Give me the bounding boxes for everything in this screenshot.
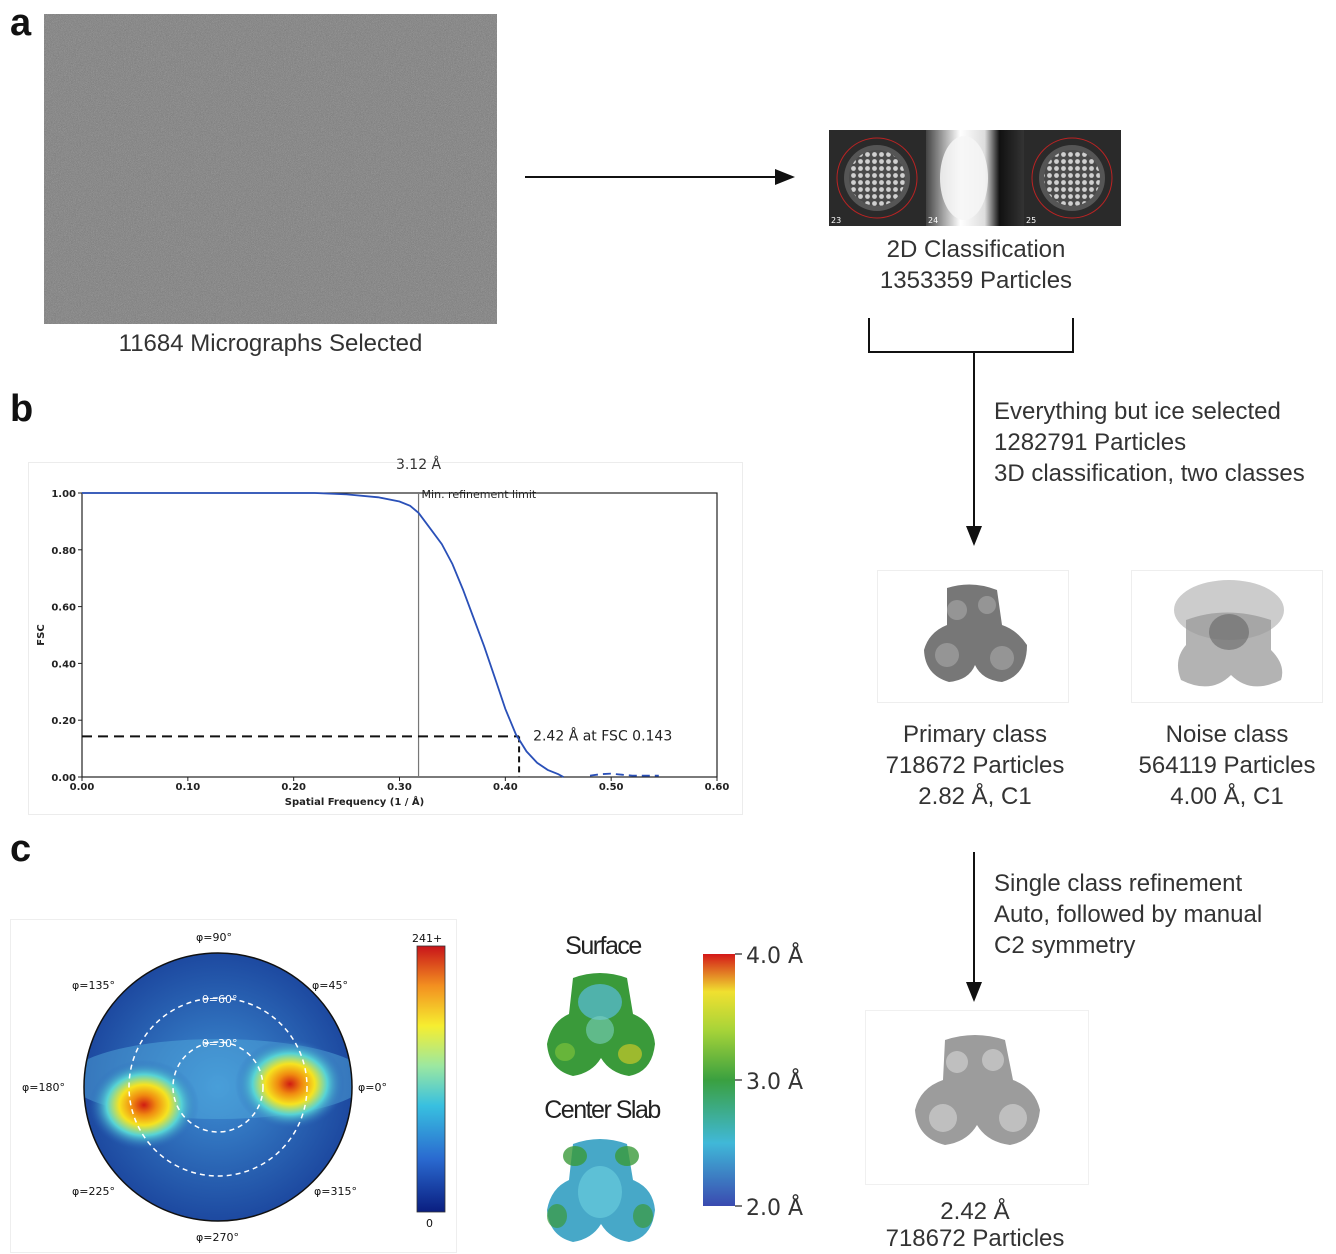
- arrow-right: [525, 169, 795, 185]
- panel-label-a: a: [10, 2, 32, 44]
- x-tick-label: 0.60: [705, 782, 730, 793]
- center-slab-map: [547, 1139, 655, 1242]
- x-tick-label: 0.20: [281, 782, 306, 793]
- theta-label-30: θ=30°: [202, 1037, 237, 1050]
- local-resolution-colorbar: 4.0 Å 3.0 Å 2.0 Å: [703, 942, 803, 1221]
- phi-label-135: φ=135°: [72, 979, 115, 992]
- tile-number-2: 24: [928, 216, 938, 225]
- panel-label-c: c: [10, 828, 32, 870]
- step2-line3: C2 symmetry: [994, 932, 1136, 959]
- y-tick-label: 0.00: [51, 773, 76, 784]
- class2d-caption-title: 2D Classification: [886, 236, 1066, 263]
- resbar-label-2: 2.0 Å: [746, 1194, 803, 1221]
- fsc-series: [82, 492, 659, 778]
- x-tick-label: 0.30: [387, 782, 412, 793]
- x-tick-label: 0.00: [70, 782, 95, 793]
- noise-class-count: 564119 Particles: [1138, 752, 1316, 779]
- phi-label-180: φ=180°: [22, 1081, 65, 1094]
- final-count: 718672 Particles: [885, 1225, 1065, 1252]
- phi-label-0: φ=0°: [358, 1081, 387, 1094]
- micrograph-image: [44, 14, 497, 324]
- noise-class-name: Noise class: [1165, 721, 1289, 748]
- phi-label-45: φ=45°: [312, 979, 348, 992]
- surface-label: Surface: [565, 932, 642, 960]
- tile-number-1: 23: [831, 216, 841, 225]
- primary-class-map: [877, 570, 1069, 703]
- primary-class-count: 718672 Particles: [885, 752, 1065, 779]
- primary-class-name: Primary class: [902, 721, 1047, 748]
- colorbar-max: 241+: [412, 932, 442, 945]
- step2-line2: Auto, followed by manual: [994, 901, 1263, 928]
- x-tick-label: 0.40: [493, 782, 518, 793]
- fsc-annotations: 3.12 Å Min. refinement limit 2.42 Å at FSC…: [82, 456, 672, 777]
- step1-line2: 1282791 Particles: [994, 429, 1187, 456]
- x-tick-label: 0.50: [599, 782, 624, 793]
- y-tick-label: 0.20: [51, 716, 76, 727]
- y-tick-label: 0.60: [51, 603, 76, 614]
- class2d-tiles: 23 24 25: [829, 130, 1121, 226]
- vline-resolution-label: 3.12 Å: [396, 456, 442, 473]
- y-tick-label: 0.40: [51, 659, 76, 670]
- tile-number-3: 25: [1026, 216, 1036, 225]
- class2d-caption-count: 1353359 Particles: [879, 267, 1073, 294]
- y-tick-label: 0.80: [51, 546, 76, 557]
- colorbar-min: 0: [426, 1217, 433, 1230]
- x-axis-label: Spatial Frequency (1 / Å): [285, 795, 424, 808]
- surface-map: [547, 973, 655, 1076]
- theta-label-60: θ=60°: [202, 993, 237, 1006]
- fsc-chart: 0.00 0.10 0.20 0.30 0.40 0.50 0.60 0.00 0.20 0.40…: [28, 456, 743, 815]
- phi-label-225: φ=225°: [72, 1185, 115, 1198]
- resbar-label-3: 3.0 Å: [746, 1068, 803, 1095]
- fsc-curve-0: [82, 492, 564, 778]
- threshold-label: 2.42 Å at FSC 0.143: [533, 727, 672, 744]
- bracket-arrow-down: [868, 318, 1074, 546]
- primary-class-resolution: 2.82 Å, C1: [918, 783, 1032, 810]
- final-resolution: 2.42 Å: [940, 1198, 1010, 1225]
- phi-label-90: φ=90°: [196, 931, 232, 944]
- step1-line3: 3D classification, two classes: [994, 460, 1305, 487]
- center-slab-label: Center Slab: [544, 1096, 661, 1124]
- fsc-axes: 0.00 0.10 0.20 0.30 0.40 0.50 0.60 0.00 0.20 0.40…: [36, 489, 729, 808]
- phi-label-270: φ=270°: [196, 1231, 239, 1244]
- arrow-down-2: [966, 852, 982, 1002]
- panel-label-b: b: [10, 388, 34, 430]
- resbar-label-4: 4.0 Å: [746, 942, 803, 969]
- final-map: [865, 1010, 1089, 1185]
- step2-line1: Single class refinement: [994, 870, 1243, 897]
- y-axis-label: FSC: [36, 624, 47, 645]
- micrograph-caption: 11684 Micrographs Selected: [118, 330, 423, 357]
- x-tick-label: 0.10: [175, 782, 200, 793]
- step1-line1: Everything but ice selected: [994, 398, 1281, 425]
- vline-text: Min. refinement limit: [422, 488, 537, 501]
- noise-class-map: [1131, 570, 1323, 703]
- fsc-curve-1: [589, 772, 659, 777]
- noise-class-resolution: 4.00 Å, C1: [1170, 783, 1284, 810]
- y-tick-label: 1.00: [51, 489, 76, 500]
- angular-distribution-plot: φ=90° φ=45° φ=0° φ=315° φ=270° φ=225° φ=…: [10, 919, 457, 1253]
- phi-label-315: φ=315°: [314, 1185, 357, 1198]
